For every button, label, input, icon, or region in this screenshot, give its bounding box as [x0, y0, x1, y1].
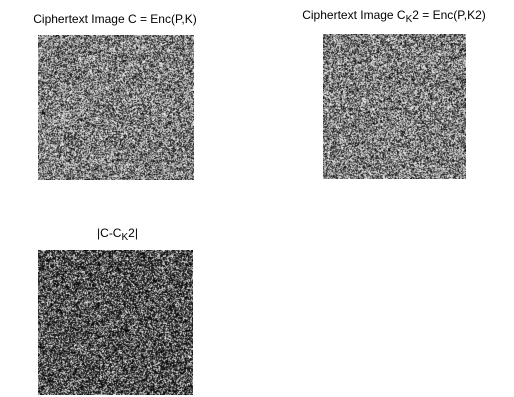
panel-title-ciphertext-c: Ciphertext Image C = Enc(P,K) — [10, 12, 220, 26]
panel-title-abs-difference: |C-CK2| — [40, 226, 195, 243]
title-text: |C-C — [97, 226, 122, 240]
ciphertext-image-ck2 — [323, 34, 466, 179]
title-text: Ciphertext Image C — [302, 8, 406, 22]
title-text: Ciphertext Image C = Enc(P,K) — [33, 12, 197, 26]
title-subscript: K — [121, 232, 129, 243]
title-subscript: K — [405, 14, 413, 25]
noise-image — [38, 35, 194, 180]
noise-image — [38, 250, 193, 395]
panel-title-ciphertext-ck2: Ciphertext Image CK2 = Enc(P,K2) — [283, 8, 505, 25]
title-text-suffix: 2| — [128, 226, 138, 240]
difference-image — [38, 250, 193, 395]
title-text-suffix: 2 = Enc(P,K2) — [412, 8, 486, 22]
noise-image — [323, 34, 466, 179]
ciphertext-image-c — [38, 35, 194, 180]
